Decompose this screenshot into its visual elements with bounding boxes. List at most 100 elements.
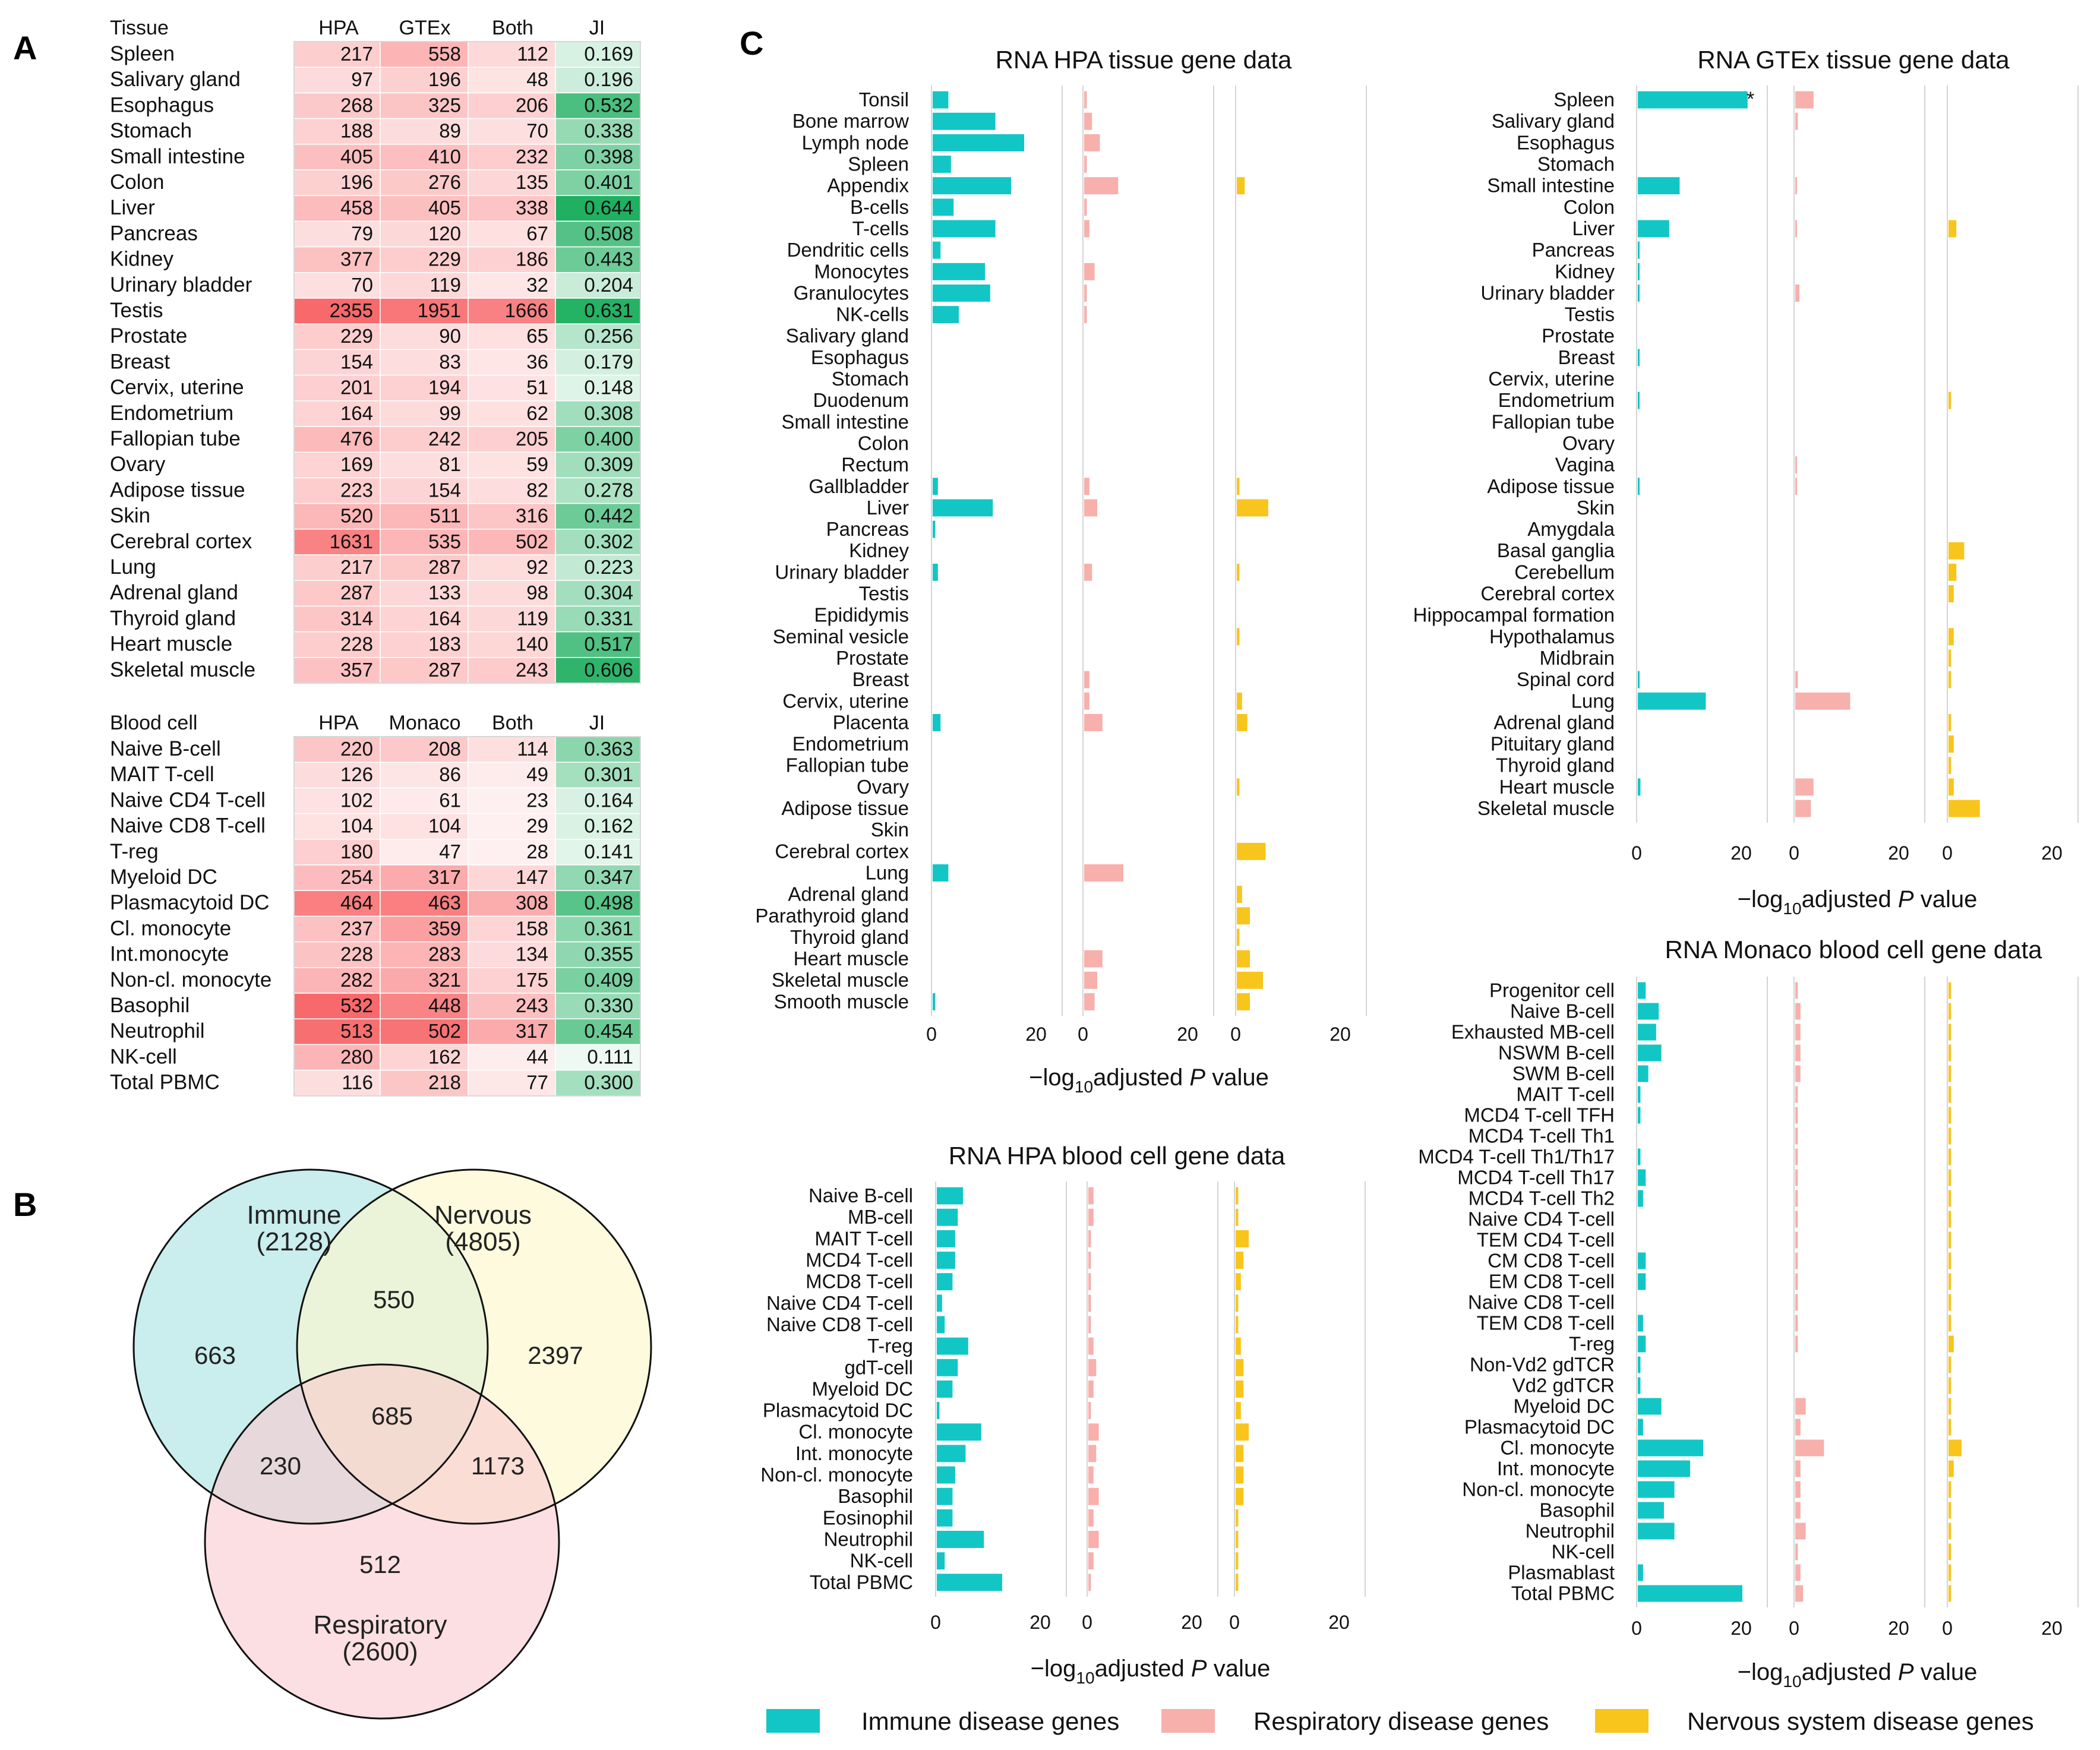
- category-label: Testis: [859, 583, 909, 605]
- bar-respiratory-disease-genes: [1795, 1335, 1798, 1353]
- tissue-cell-value: 119: [430, 274, 461, 296]
- bar-nervous-system-disease-genes: [1949, 1273, 1951, 1290]
- tissue-cell: [468, 144, 556, 170]
- bar-respiratory-disease-genes: [1088, 1423, 1099, 1441]
- blood-cell-value: 29: [526, 815, 548, 837]
- blood-cell: [380, 967, 469, 994]
- tissue-cell-value: 133: [428, 582, 461, 604]
- blood-row-name: Basophil: [110, 994, 190, 1017]
- tissue-cell: [380, 195, 469, 222]
- category-label: Int. monocyte: [1497, 1458, 1615, 1480]
- tissue-cell-value: 314: [340, 607, 373, 629]
- bar-respiratory-disease-genes: [1084, 692, 1090, 710]
- category-label: Basal ganglia: [1497, 539, 1615, 561]
- category-label: Liver: [866, 497, 909, 519]
- bar-nervous-system-disease-genes: [1949, 982, 1951, 999]
- chart-1: RNA GTEx tissue gene data 0 20 0 20 0 20 Spleen…: [1413, 46, 2079, 918]
- bar-immune-disease-genes: [1638, 671, 1640, 688]
- blood-cell-value: 102: [340, 789, 373, 811]
- category-label: Non-Vd2 gdTCR: [1470, 1354, 1615, 1376]
- category-label: Stomach: [832, 368, 909, 390]
- blood-row-name: Cl. monocyte: [110, 917, 231, 940]
- tissue-cell-value: 535: [428, 530, 461, 552]
- blood-cell: [555, 1044, 641, 1071]
- blood-cell: [468, 1044, 556, 1071]
- tissue-cell-value: 0.517: [584, 633, 633, 655]
- bar-immune-disease-genes: [1638, 220, 1669, 238]
- bar-immune-disease-genes: [1638, 1024, 1656, 1041]
- bar-immune-disease-genes: [1638, 1086, 1641, 1103]
- blood-cell-value: 237: [340, 917, 373, 939]
- category-label: Pituitary gland: [1490, 733, 1615, 755]
- category-label: MAIT T-cell: [1516, 1084, 1615, 1105]
- category-label: Basophil: [838, 1485, 913, 1507]
- category-label: Rectum: [841, 454, 909, 476]
- bar-respiratory-disease-genes: [1795, 800, 1811, 817]
- blood-cell-value: 283: [428, 943, 461, 965]
- bar-respiratory-disease-genes: [1795, 1086, 1798, 1103]
- bar-immune-disease-genes: [937, 1574, 1002, 1591]
- bar-nervous-system-disease-genes: [1949, 1044, 1951, 1062]
- bar-immune-disease-genes: [933, 993, 936, 1010]
- category-label: Skeletal muscle: [1477, 797, 1615, 819]
- x-axis-label: −log10adjusted P value: [1738, 886, 1978, 918]
- tissue-cell-value: 405: [428, 197, 461, 219]
- bar-respiratory-disease-genes: [1795, 1502, 1801, 1519]
- tissue-cell: [468, 605, 556, 633]
- bar-respiratory-disease-genes: [1084, 134, 1100, 151]
- tissue-row-name: Ovary: [110, 453, 166, 476]
- blood-cell: [555, 915, 641, 943]
- bar-nervous-system-disease-genes: [1236, 1402, 1241, 1420]
- bar-immune-disease-genes: [1638, 1107, 1641, 1124]
- blood-cell: [380, 1018, 469, 1045]
- bar-nervous-system-disease-genes: [1236, 1466, 1244, 1484]
- bar-immune-disease-genes: [1638, 1439, 1703, 1457]
- tissue-row-name: Stomach: [110, 119, 192, 143]
- tissue-cell: [293, 246, 381, 273]
- tissue-row-name: Small intestine: [110, 145, 245, 168]
- bar-respiratory-disease-genes: [1084, 220, 1090, 238]
- category-label: Colon: [858, 432, 909, 454]
- bar-nervous-system-disease-genes: [1236, 1445, 1244, 1462]
- bar-nervous-system-disease-genes: [1236, 1574, 1239, 1591]
- tissue-cell-value: 183: [428, 633, 461, 655]
- bar-nervous-system-disease-genes: [1949, 1169, 1951, 1186]
- category-label: Amygdala: [1527, 518, 1615, 540]
- category-label: CM CD8 T-cell: [1488, 1250, 1615, 1272]
- tissue-cell-value: 196: [340, 171, 373, 193]
- category-label: NK-cell: [1552, 1541, 1615, 1563]
- blood-cell: [380, 890, 469, 917]
- category-label: Neutrophil: [1526, 1520, 1615, 1542]
- tissue-cell-value: 32: [526, 274, 548, 296]
- category-label: Vd2 gdTCR: [1512, 1375, 1615, 1397]
- bar-respiratory-disease-genes: [1084, 950, 1103, 968]
- tissue-cell-value: 169: [340, 453, 373, 475]
- category-label: Spleen: [1553, 89, 1615, 110]
- bar-nervous-system-disease-genes: [1237, 478, 1240, 495]
- tissue-cell: [380, 246, 469, 273]
- blood-cell-value: 464: [340, 892, 373, 914]
- category-label: MCD4 T-cell Th1: [1469, 1125, 1615, 1147]
- bar-nervous-system-disease-genes: [1949, 1502, 1951, 1519]
- blood-cell-value: 0.162: [584, 815, 633, 837]
- respiratory-outline: [204, 1363, 560, 1720]
- tick-label-0: 0: [930, 1612, 941, 1633]
- category-label: Parathyroid gland: [755, 905, 909, 927]
- blood-cell-value: 513: [340, 1020, 373, 1042]
- bar-nervous-system-disease-genes: [1236, 1531, 1239, 1548]
- bar-respiratory-disease-genes: [1795, 1585, 1804, 1602]
- tissue-cell-value: 188: [340, 120, 373, 142]
- category-label: Neutrophil: [824, 1528, 913, 1550]
- tissue-cell: [468, 477, 556, 504]
- category-label: Ovary: [1562, 432, 1615, 454]
- category-label: Lung: [866, 861, 909, 883]
- tick-label-20: 20: [1025, 1024, 1047, 1045]
- blood-cell-value: 0.454: [584, 1020, 633, 1042]
- blood-cell: [380, 1044, 469, 1071]
- bar-respiratory-disease-genes: [1088, 1316, 1091, 1334]
- bar-respiratory-disease-genes: [1088, 1466, 1094, 1484]
- tissue-cell: [555, 554, 641, 581]
- blood-row-name: Total PBMC: [110, 1071, 220, 1094]
- tissue-cell-value: 0.442: [584, 505, 633, 527]
